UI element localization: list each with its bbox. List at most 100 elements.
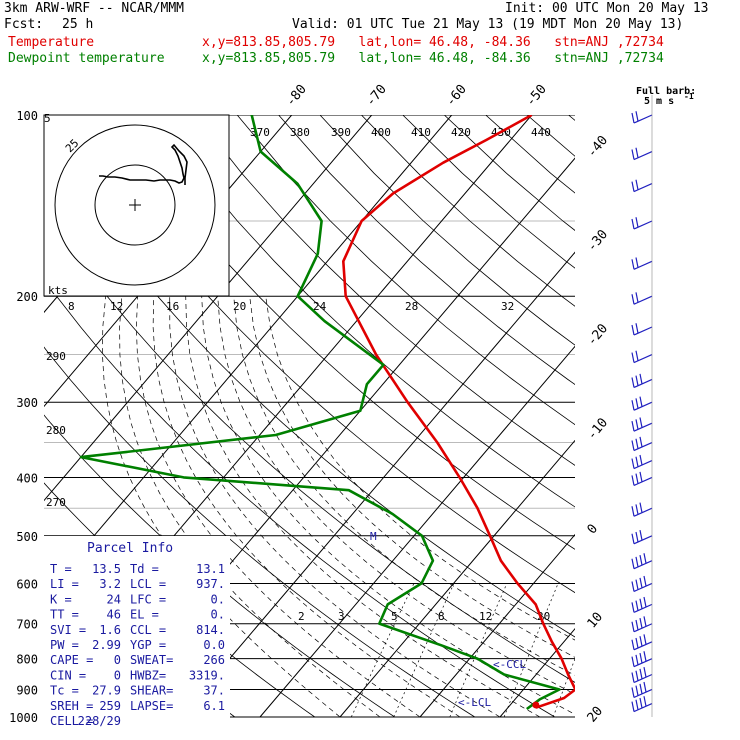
dry-adiabat-line <box>71 115 575 594</box>
isotherm-line <box>660 115 740 717</box>
isotherm-line <box>499 627 575 718</box>
wind-barb-staff <box>633 401 653 411</box>
parcel-info-value: 0. <box>211 608 225 622</box>
wind-barb-feather <box>631 506 635 517</box>
wind-barb-staff <box>633 673 653 684</box>
wind-barb-staff <box>633 460 653 470</box>
wind-barb-staff <box>633 183 653 193</box>
wind-barb-feather <box>631 352 635 363</box>
wind-barb-feather <box>635 456 639 467</box>
wind-barb-staff <box>633 535 653 545</box>
wind-barb-staff <box>633 603 653 613</box>
parcel-info-value: YGP = <box>130 638 166 652</box>
wind-barb-feather <box>643 681 647 693</box>
theta-label: 380 <box>290 126 310 139</box>
wind-barb-feather <box>631 149 635 160</box>
wind-barb <box>631 436 653 452</box>
wind-barb <box>631 217 653 230</box>
temperature-tick-label: 20 <box>585 704 607 726</box>
theta-label: 270 <box>46 496 66 509</box>
isotherm-line <box>339 439 575 718</box>
temperature-tick-label: -50 <box>523 82 550 110</box>
parcel-info-value: CIN = <box>50 668 86 682</box>
parcel-info-value: SWEAT= <box>130 653 173 667</box>
wind-barb <box>631 616 653 633</box>
temperature-legend-label: Temperature <box>8 35 95 50</box>
wind-barb-staff <box>633 150 653 161</box>
wind-barb-feather <box>631 112 635 124</box>
wind-barb-staff <box>633 560 653 570</box>
parcel-info-value: LAPSE= <box>130 699 173 713</box>
theta-label: 370 <box>250 126 270 139</box>
wind-barb-feather <box>635 323 639 334</box>
wind-barb-feather <box>635 438 639 449</box>
mixing-ratio-line <box>393 583 455 718</box>
wind-barb-staff <box>633 422 653 432</box>
wind-barb <box>631 502 653 517</box>
ccl-marker: <-CCL <box>493 658 526 671</box>
dry-adiabat-line <box>319 115 575 346</box>
parcel-info-value: CCL = <box>130 623 166 637</box>
mixing-ratio-lower-labels: 2 3 5 8 12 20 <box>298 610 550 623</box>
wind-barb-staff <box>633 688 653 699</box>
isotherm-line <box>580 115 740 717</box>
wind-barb-staff <box>633 582 653 592</box>
wind-barb <box>631 651 653 668</box>
isotherm-line <box>419 533 575 718</box>
pressure-tick-label: 100 <box>16 109 38 123</box>
wind-barb-staff <box>633 378 653 389</box>
pressure-tick-label: 500 <box>16 530 38 544</box>
parcel-info-value: 37. <box>203 684 225 698</box>
wind-barb-feather <box>635 292 639 303</box>
wind-barb-feather <box>631 558 635 569</box>
dry-adiabat-line <box>44 208 575 683</box>
hodograph-trace <box>99 143 188 185</box>
mixing-ratio-label: 3 <box>338 610 345 623</box>
wind-barb <box>631 111 653 124</box>
moist-adiabat-line <box>152 296 461 718</box>
wind-barb-staff <box>633 326 653 336</box>
moist-adiabat-line <box>201 296 575 715</box>
dry-adiabat-line <box>44 278 556 718</box>
theta-label: 280 <box>46 424 66 437</box>
wind-barb-feather <box>631 400 635 411</box>
wind-barb-staff <box>633 623 653 633</box>
wind-barb-staff <box>633 507 653 517</box>
wind-barb-feather <box>631 421 635 432</box>
wind-barb <box>631 471 653 486</box>
wind-barb-feather <box>639 554 643 566</box>
moist-adiabat-line <box>169 296 501 718</box>
dry-adiabat-line <box>195 115 575 466</box>
wind-barb-feather <box>643 616 647 627</box>
wind-barb-feather <box>635 111 639 122</box>
wind-barb-feather <box>639 636 643 647</box>
dry-adiabat-line <box>693 115 740 717</box>
theta-label: 290 <box>46 350 66 363</box>
wind-barb-staff <box>633 295 653 305</box>
wind-barb-feather <box>635 179 639 190</box>
dewpoint-trace <box>79 115 561 711</box>
mixing-ratio-line <box>503 583 559 718</box>
moist-adiabat-line <box>265 296 575 641</box>
wind-barb-feather <box>635 699 639 710</box>
wind-barb-feather <box>635 685 639 696</box>
wind-barb-feather <box>639 396 643 407</box>
wind-barb <box>631 596 653 613</box>
wind-barb-feather <box>639 502 643 513</box>
parcel-info-value: 259 <box>99 699 121 713</box>
parcel-info-value: 266 <box>203 653 225 667</box>
temperature-tick-label: -30 <box>585 227 612 255</box>
wind-barb-feather <box>631 687 635 698</box>
wind-barb-feather <box>635 670 639 681</box>
wind-barb <box>631 696 653 713</box>
wind-barb-feather <box>635 654 639 665</box>
wind-barb-feather <box>635 350 639 361</box>
wind-barb-staff <box>633 703 653 713</box>
barb-legend: Full barb: 5 m s -1 <box>636 86 696 107</box>
wind-barb-feather <box>635 619 639 631</box>
parcel-info-value: K = <box>50 592 72 606</box>
wind-barb-feather <box>639 618 643 629</box>
isotherm-line <box>179 251 575 718</box>
theta-label: 400 <box>371 126 391 139</box>
mixing-ratio-upper-labels: 8 12 16 20 24 28 32 <box>68 300 514 313</box>
